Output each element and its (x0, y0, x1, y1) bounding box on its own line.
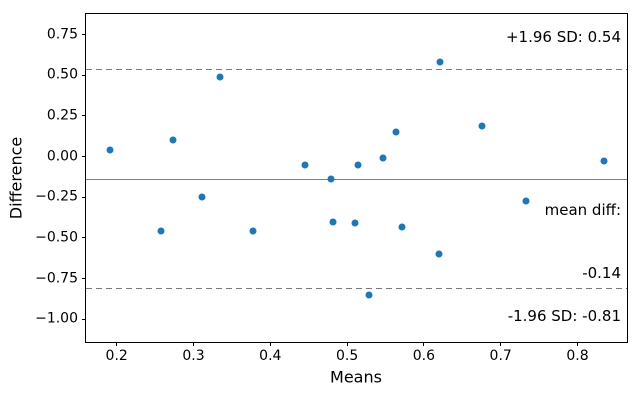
data-point (365, 291, 373, 299)
x-tick-mark (346, 342, 348, 346)
y-tick-label: 0.75 (46, 25, 78, 42)
data-point (301, 161, 309, 169)
y-tick-mark (82, 278, 86, 280)
y-tick-mark (82, 318, 86, 320)
annotation-upper-limit: +1.96 SD: 0.54 (505, 27, 621, 46)
data-point (327, 175, 335, 183)
x-tick-label: 0.8 (566, 348, 589, 364)
x-tick-mark (116, 342, 118, 346)
y-tick-mark (82, 115, 86, 117)
data-point (522, 197, 530, 204)
data-point (198, 193, 206, 201)
annotation-mean-diff-label: mean diff: (544, 200, 621, 219)
data-point (478, 122, 485, 130)
y-tick-label: 0.00 (46, 147, 78, 164)
data-point (249, 227, 257, 235)
data-point (435, 250, 443, 258)
y-tick-label: −1.00 (35, 310, 78, 327)
annotation-lower-limit: -1.96 SD: -0.81 (507, 307, 621, 326)
x-tick-mark (500, 342, 502, 346)
data-point (169, 136, 177, 144)
data-point (354, 161, 362, 169)
mean-reference-line (86, 179, 627, 181)
y-tick-mark (82, 237, 86, 239)
x-tick-label: 0.7 (489, 348, 512, 364)
x-tick-mark (269, 342, 271, 346)
annotation-mean-diff: mean diff: -0.14 (545, 158, 621, 326)
y-tick-mark (82, 156, 86, 157)
annotation-mean-diff-value: -0.14 (582, 263, 621, 282)
data-point (398, 223, 406, 230)
x-tick-mark (577, 342, 578, 346)
data-point (436, 58, 444, 66)
upper-reference-line (86, 68, 627, 70)
x-tick-label: 0.2 (105, 348, 128, 364)
data-point (379, 154, 387, 162)
y-tick-label: −0.75 (35, 269, 78, 286)
y-tick-label: −0.25 (35, 188, 78, 205)
x-tick-label: 0.4 (259, 348, 282, 364)
x-tick-label: 0.3 (182, 348, 205, 364)
y-tick-label: 0.50 (46, 66, 78, 83)
x-tick-mark (423, 342, 425, 346)
data-point (157, 227, 164, 235)
x-tick-label: 0.5 (335, 348, 359, 364)
x-tick-mark (193, 342, 194, 346)
x-axis-label: Means (330, 367, 382, 387)
y-tick-mark (82, 74, 86, 76)
plot-area: +1.96 SD: 0.54 mean diff: -0.14 -1.96 SD… (35, 13, 628, 364)
y-tick-label: 0.25 (46, 107, 78, 124)
lower-reference-line (86, 288, 627, 290)
y-tick-mark (82, 34, 86, 35)
y-axis-label: Difference (6, 136, 26, 220)
data-point (106, 146, 114, 154)
data-point (392, 128, 399, 136)
data-point (351, 219, 359, 227)
y-tick-mark (82, 196, 86, 198)
data-point (216, 73, 224, 81)
y-tick-label: −0.50 (35, 229, 78, 246)
x-tick-label: 0.6 (412, 348, 436, 364)
data-point (329, 218, 336, 226)
data-point (600, 157, 608, 165)
